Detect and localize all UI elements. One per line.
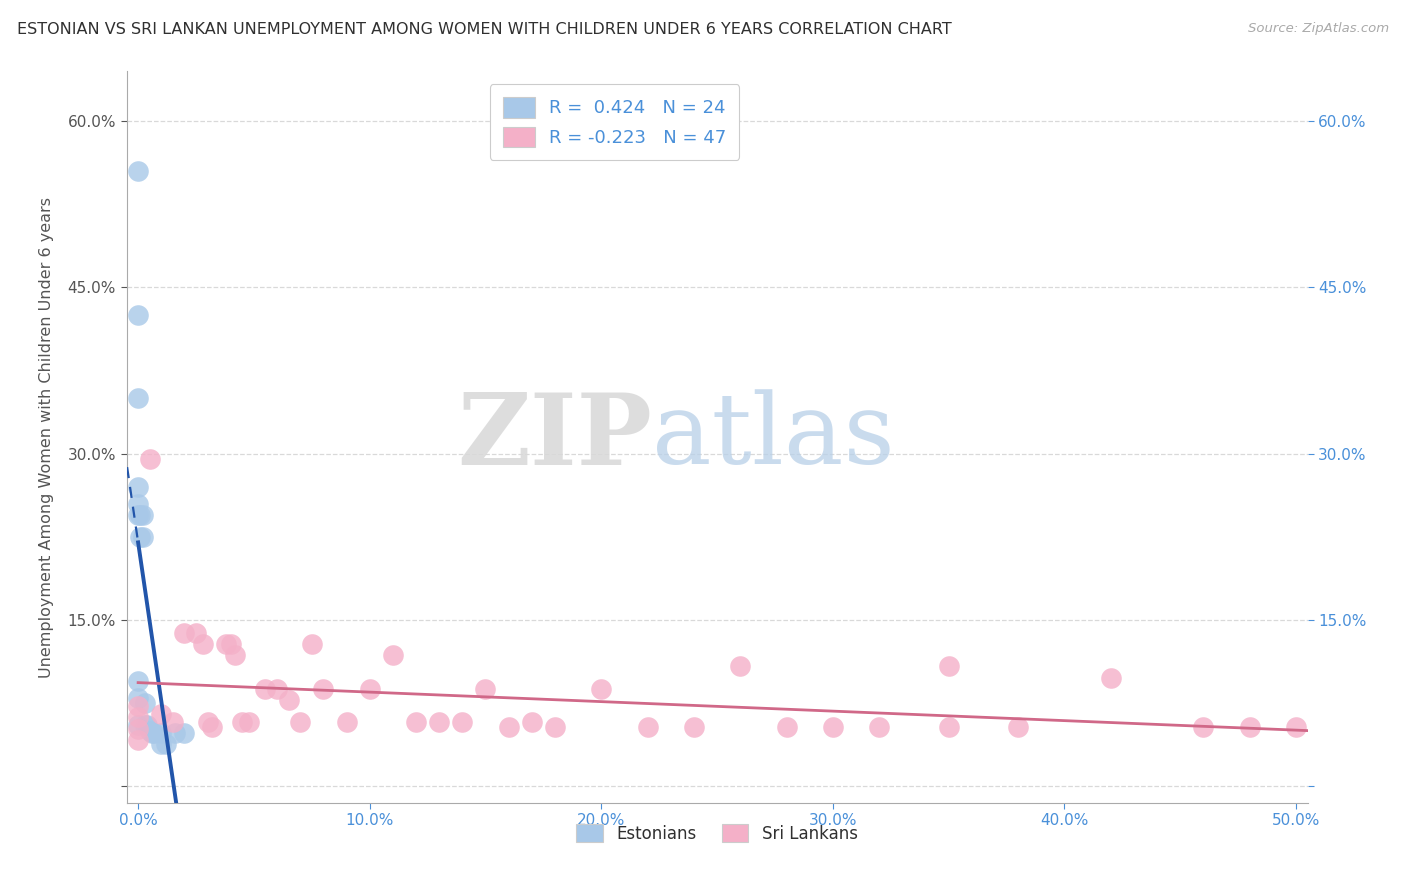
Point bbox=[290, 714, 312, 729]
Point bbox=[637, 721, 659, 735]
Point bbox=[683, 721, 706, 735]
Point bbox=[312, 681, 335, 696]
Point bbox=[127, 480, 149, 494]
Point bbox=[868, 721, 890, 735]
Point bbox=[143, 726, 166, 740]
Point bbox=[277, 692, 299, 706]
Point bbox=[427, 714, 450, 729]
Point bbox=[165, 726, 187, 740]
Point bbox=[938, 721, 960, 735]
Point bbox=[127, 690, 149, 705]
Point bbox=[162, 714, 184, 729]
Point bbox=[127, 308, 149, 322]
Point bbox=[127, 392, 149, 406]
Point bbox=[1099, 671, 1122, 685]
Point bbox=[136, 718, 159, 732]
Point bbox=[132, 530, 155, 544]
Point bbox=[184, 626, 207, 640]
Point bbox=[127, 710, 149, 724]
Text: atlas: atlas bbox=[652, 389, 894, 485]
Text: ZIP: ZIP bbox=[457, 389, 652, 485]
Point bbox=[1192, 721, 1215, 735]
Point bbox=[127, 732, 149, 747]
Point bbox=[728, 659, 751, 673]
Point bbox=[254, 681, 277, 696]
Point bbox=[231, 714, 253, 729]
Point bbox=[1285, 721, 1308, 735]
Point bbox=[127, 718, 149, 732]
Point bbox=[224, 648, 246, 663]
Point bbox=[191, 637, 214, 651]
Point bbox=[127, 164, 149, 178]
Point bbox=[405, 714, 427, 729]
Point bbox=[155, 737, 177, 751]
Point bbox=[1007, 721, 1029, 735]
Point bbox=[215, 637, 238, 651]
Point bbox=[520, 714, 543, 729]
Point bbox=[127, 699, 149, 714]
Point bbox=[127, 508, 149, 522]
Text: Source: ZipAtlas.com: Source: ZipAtlas.com bbox=[1249, 22, 1389, 36]
Point bbox=[544, 721, 567, 735]
Point bbox=[141, 726, 163, 740]
Point bbox=[359, 681, 381, 696]
Point bbox=[129, 530, 152, 544]
Point bbox=[821, 721, 844, 735]
Point bbox=[775, 721, 797, 735]
Legend: Estonians, Sri Lankans: Estonians, Sri Lankans bbox=[569, 818, 865, 849]
Point bbox=[381, 648, 404, 663]
Point bbox=[451, 714, 474, 729]
Point bbox=[1239, 721, 1261, 735]
Point bbox=[134, 696, 156, 710]
Text: ESTONIAN VS SRI LANKAN UNEMPLOYMENT AMONG WOMEN WITH CHILDREN UNDER 6 YEARS CORR: ESTONIAN VS SRI LANKAN UNEMPLOYMENT AMON… bbox=[17, 22, 952, 37]
Point bbox=[938, 659, 960, 673]
Point bbox=[219, 637, 242, 651]
Point bbox=[335, 714, 357, 729]
Point bbox=[127, 497, 149, 511]
Point bbox=[238, 714, 260, 729]
Point bbox=[127, 673, 149, 688]
Point bbox=[173, 626, 195, 640]
Point bbox=[132, 508, 155, 522]
Point bbox=[301, 637, 323, 651]
Point bbox=[134, 718, 156, 732]
Y-axis label: Unemployment Among Women with Children Under 6 years: Unemployment Among Women with Children U… bbox=[39, 196, 53, 678]
Point bbox=[129, 508, 152, 522]
Point bbox=[150, 707, 173, 722]
Point bbox=[197, 714, 219, 729]
Point bbox=[138, 723, 160, 738]
Point bbox=[150, 726, 173, 740]
Point bbox=[138, 452, 160, 467]
Point bbox=[474, 681, 496, 696]
Point bbox=[591, 681, 613, 696]
Point bbox=[150, 737, 173, 751]
Point bbox=[127, 722, 149, 736]
Point bbox=[173, 726, 195, 740]
Point bbox=[266, 681, 288, 696]
Point bbox=[201, 721, 224, 735]
Point bbox=[498, 721, 520, 735]
